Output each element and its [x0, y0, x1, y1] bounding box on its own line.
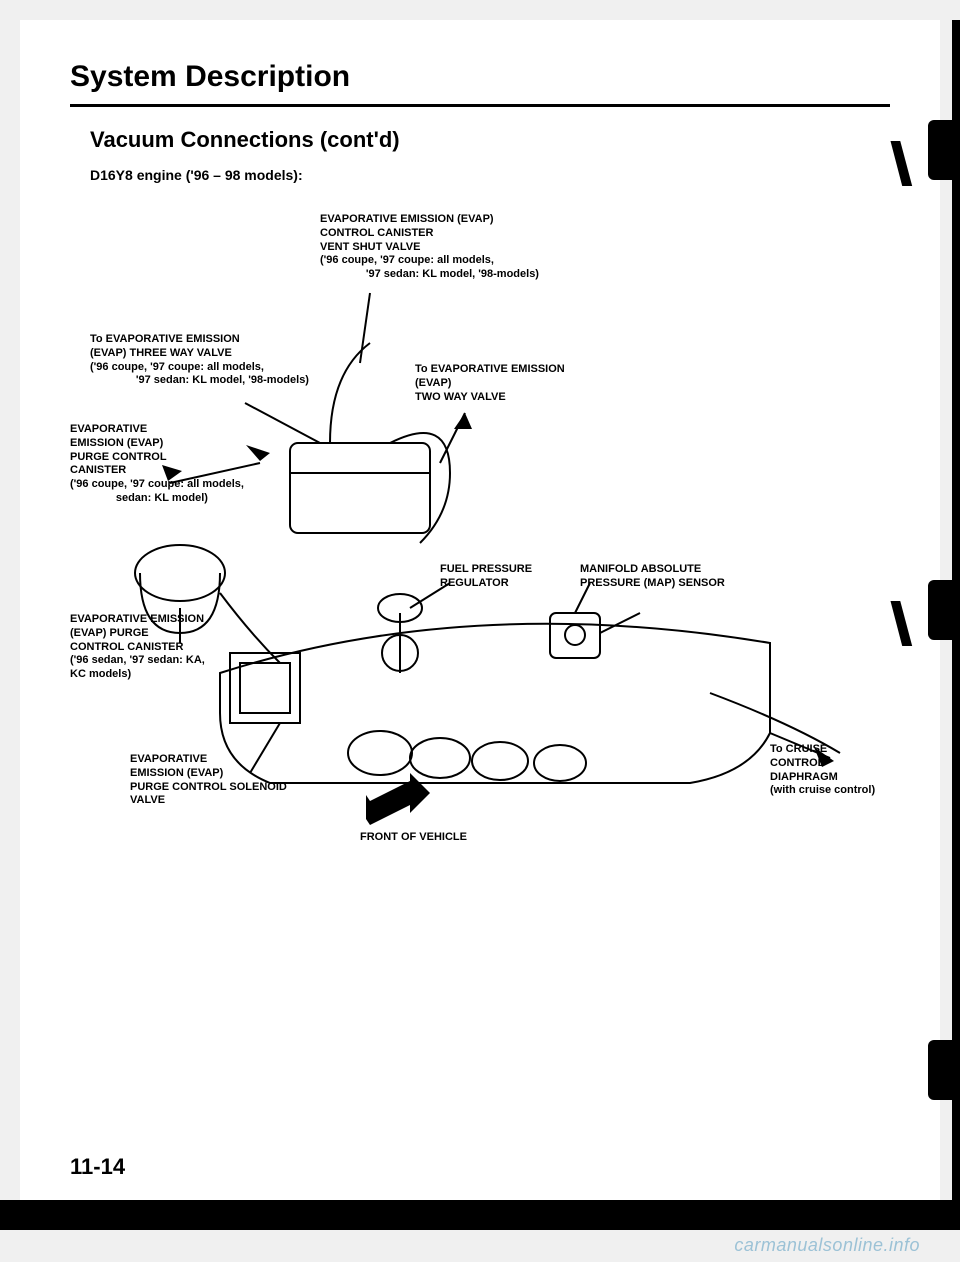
vacuum-diagram: EVAPORATIVE EMISSION (EVAP) CONTROL CANI… — [70, 213, 890, 893]
label-vent-shut-valve: EVAPORATIVE EMISSION (EVAP) CONTROL CANI… — [320, 213, 539, 282]
engine-spec: D16Y8 engine ('96 – 98 models): — [90, 167, 890, 183]
scan-artifact-curve: \ — [890, 590, 913, 659]
page-tab — [928, 120, 958, 180]
page-title: System Description — [70, 60, 890, 94]
scan-edge-bottom — [0, 1200, 960, 1230]
label-map-sensor: MANIFOLD ABSOLUTE PRESSURE (MAP) SENSOR — [580, 563, 725, 591]
label-front-of-vehicle: FRONT OF VEHICLE — [360, 831, 467, 845]
label-three-way-valve: To EVAPORATIVE EMISSION (EVAP) THREE WAY… — [90, 333, 309, 388]
label-purge-canister-top: EVAPORATIVE EMISSION (EVAP) PURGE CONTRO… — [70, 423, 244, 506]
page-number: 11-14 — [70, 1154, 125, 1180]
section-subtitle: Vacuum Connections (cont'd) — [90, 127, 890, 153]
scan-artifact-curve: \ — [890, 130, 913, 199]
label-cruise-diaphragm: To CRUISE CONTROL DIAPHRAGM (with cruise… — [770, 743, 875, 798]
label-purge-solenoid: EVAPORATIVE EMISSION (EVAP) PURGE CONTRO… — [130, 753, 287, 808]
title-rule — [70, 104, 890, 107]
label-purge-canister-left: EVAPORATIVE EMISSION (EVAP) PURGE CONTRO… — [70, 613, 205, 682]
page-tab — [928, 580, 958, 640]
page-tab — [928, 1040, 958, 1100]
watermark: carmanualsonline.info — [734, 1235, 920, 1256]
label-fuel-pressure-regulator: FUEL PRESSURE REGULATOR — [440, 563, 532, 591]
label-two-way-valve: To EVAPORATIVE EMISSION (EVAP) TWO WAY V… — [415, 363, 565, 404]
manual-page: System Description Vacuum Connections (c… — [20, 20, 940, 1200]
